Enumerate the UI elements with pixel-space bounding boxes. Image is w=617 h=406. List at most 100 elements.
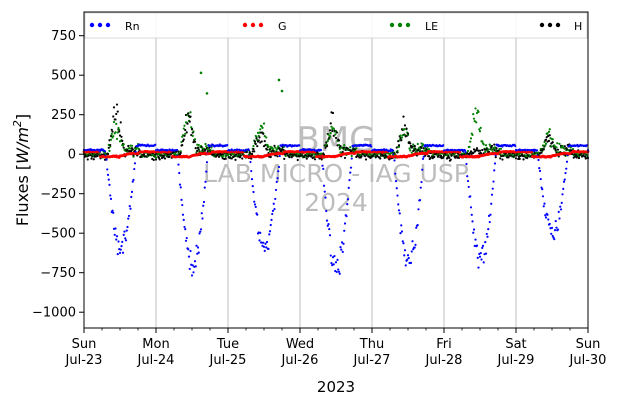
rn-point <box>400 230 404 233</box>
le-outlier <box>280 89 284 93</box>
h-point <box>197 148 200 151</box>
rn-point <box>467 185 470 189</box>
rn-point <box>127 214 131 218</box>
rn-point <box>482 261 485 264</box>
rn-point <box>154 143 157 146</box>
g-point <box>530 150 534 154</box>
h-point <box>224 157 227 160</box>
h-point <box>273 144 276 147</box>
le-point <box>130 144 134 147</box>
le-point <box>332 127 335 130</box>
rn-point <box>538 167 541 170</box>
rn-point <box>402 242 405 245</box>
legend-marker <box>539 22 545 28</box>
rn-point <box>406 254 410 257</box>
rn-point <box>553 229 557 232</box>
legend-box <box>84 12 588 39</box>
le-point <box>103 151 107 154</box>
h-point <box>397 144 401 147</box>
le-point <box>261 126 264 129</box>
rn-point <box>277 170 280 173</box>
x-tick-day: Fri <box>436 337 452 352</box>
h-point <box>118 134 122 137</box>
le-point <box>206 147 209 151</box>
rn-point <box>275 180 278 183</box>
le-point <box>197 143 200 147</box>
rn-point <box>333 254 336 258</box>
rn-point <box>418 199 422 202</box>
h-point <box>296 158 299 162</box>
rn-point <box>117 240 120 243</box>
rn-point <box>181 203 184 207</box>
h-point <box>118 130 121 133</box>
rn-point <box>270 218 273 222</box>
rn-point <box>126 225 129 229</box>
le-point <box>547 130 551 133</box>
rn-point <box>397 203 400 206</box>
le-point <box>478 130 482 133</box>
h-point <box>427 155 431 158</box>
le-point <box>556 142 559 145</box>
rn-point <box>125 229 128 232</box>
rn-point <box>411 240 414 243</box>
rn-point <box>195 244 198 247</box>
rn-point <box>565 160 569 163</box>
h-point <box>495 147 498 150</box>
rn-point <box>484 241 487 244</box>
rn-point <box>538 169 542 173</box>
h-point <box>182 138 185 141</box>
rn-point <box>191 264 194 267</box>
rn-point <box>178 183 182 186</box>
h-point <box>288 156 291 159</box>
rn-point <box>203 186 206 189</box>
rn-point <box>565 167 568 170</box>
h-point <box>196 149 199 152</box>
h-point <box>109 143 112 147</box>
rn-point <box>469 206 473 209</box>
le-point <box>343 144 346 147</box>
h-point <box>278 147 281 150</box>
rn-point <box>346 203 349 206</box>
rn-point <box>267 247 270 250</box>
rn-point <box>472 228 476 231</box>
h-point <box>313 158 317 161</box>
rn-point <box>349 171 352 174</box>
h-point <box>260 140 263 143</box>
h-point <box>499 157 502 160</box>
rn-point <box>251 185 254 188</box>
rn-point <box>127 217 130 220</box>
x-tick-label: Jul-24 <box>137 353 175 368</box>
h-point <box>405 127 408 130</box>
le-point <box>475 111 479 115</box>
rn-point <box>269 223 272 227</box>
h-point <box>337 139 341 142</box>
le-point <box>472 117 476 120</box>
le-point <box>544 144 547 147</box>
x-tick-label: Jul-26 <box>281 353 319 368</box>
h-point <box>343 156 347 160</box>
h-point <box>114 118 117 121</box>
rn-point <box>553 238 556 241</box>
x-tick-label: Jul-23 <box>65 353 103 368</box>
rn-point <box>124 237 127 240</box>
h-point <box>301 154 304 157</box>
x-tick-label: Jul-29 <box>497 353 535 368</box>
rn-point <box>254 205 257 209</box>
le-point <box>482 143 485 146</box>
le-point <box>338 147 341 151</box>
legend-marker <box>258 22 264 28</box>
legend-marker <box>389 22 395 28</box>
rn-point <box>108 183 111 186</box>
rn-point <box>319 148 323 152</box>
rn-point <box>132 178 135 181</box>
le-point <box>328 135 332 138</box>
h-point <box>514 157 518 160</box>
rn-point <box>491 187 494 190</box>
le-point <box>471 133 474 137</box>
rn-point <box>555 226 558 229</box>
legend-label-h: H <box>574 20 582 33</box>
le-point <box>327 133 330 136</box>
rn-point <box>329 254 332 257</box>
rn-point <box>200 212 203 215</box>
rn-point <box>537 158 540 162</box>
